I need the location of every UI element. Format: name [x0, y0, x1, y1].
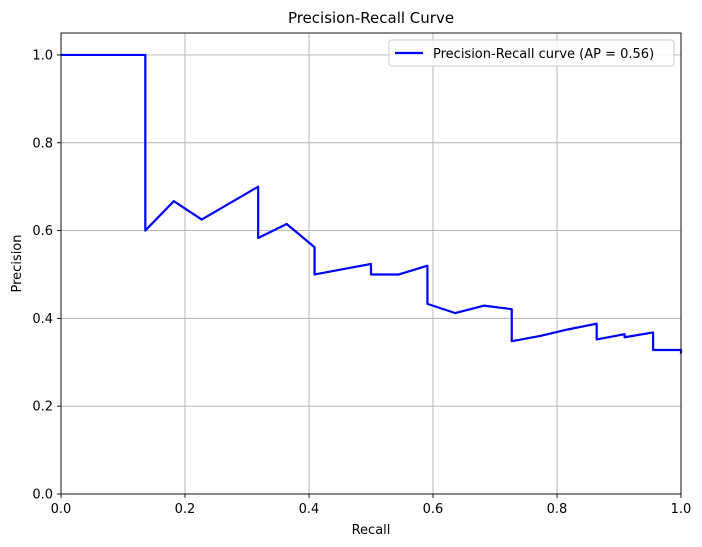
series-layer — [61, 53, 683, 354]
series-line-precision-recall — [61, 53, 683, 354]
x-tick-label: 1.0 — [671, 502, 692, 517]
y-tick-label: 0.2 — [32, 400, 53, 415]
x-tick-label: 0.8 — [547, 502, 568, 517]
y-tick-label: 0.6 — [32, 224, 53, 239]
legend-box — [388, 39, 675, 67]
x-tick-label: 0.6 — [423, 502, 444, 517]
x-tick-label: 0.0 — [51, 502, 72, 517]
x-tick-label: 0.2 — [175, 502, 196, 517]
y-tick-label: 0.8 — [32, 136, 53, 151]
x-axis-label: Recall — [352, 523, 391, 538]
x-tick-label: 0.4 — [299, 502, 320, 517]
y-tick-label: 0.0 — [32, 488, 53, 503]
y-axis-label: Precision — [10, 234, 25, 292]
axis-tick-labels: 0.0 0.2 0.4 0.6 0.8 1.0 0.0 0.2 0.4 0.6 0.8 1.0 — [32, 48, 691, 517]
legend: Precision-Recall curve (AP = 0.56) — [388, 39, 675, 67]
axis-ticks — [57, 54, 682, 498]
plot-frame — [60, 32, 682, 495]
y-tick-label: 1.0 — [32, 48, 53, 63]
legend-label: Precision-Recall curve (AP = 0.56) — [433, 47, 654, 62]
chart-title: Precision-Recall Curve — [288, 9, 454, 27]
y-tick-label: 0.4 — [32, 312, 53, 327]
